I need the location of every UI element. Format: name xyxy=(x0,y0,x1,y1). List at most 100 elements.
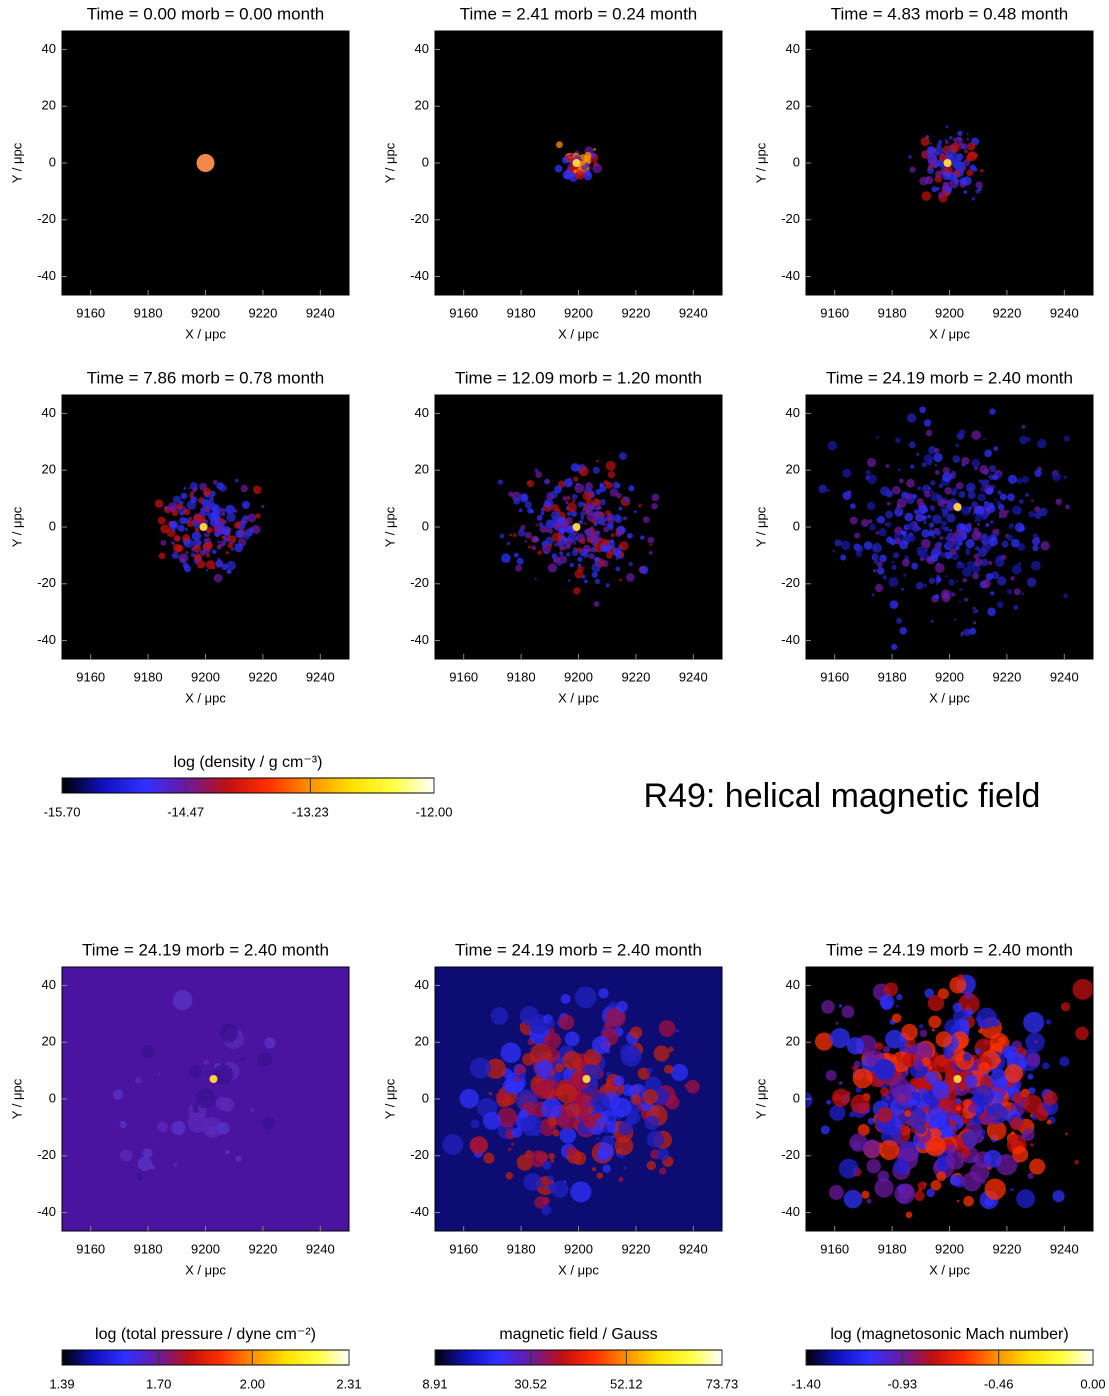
gas-blob xyxy=(941,509,949,517)
gas-blob xyxy=(896,498,907,508)
gas-blob xyxy=(616,492,622,499)
gas-blob xyxy=(940,589,951,600)
gas-blob xyxy=(942,466,950,475)
gas-blob xyxy=(1011,1131,1015,1135)
x-tick-label: 9180 xyxy=(878,1241,907,1256)
gas-blob xyxy=(570,169,574,172)
gas-blob xyxy=(171,551,180,560)
gas-blob xyxy=(1042,1062,1050,1070)
gas-blob xyxy=(651,502,658,510)
gas-blob xyxy=(629,1026,643,1039)
gas-blob xyxy=(1017,543,1026,552)
gas-blob xyxy=(234,543,243,553)
gas-blob xyxy=(172,990,193,1011)
gas-blob xyxy=(872,568,877,573)
gas-blob xyxy=(936,494,943,501)
gas-blob xyxy=(896,617,902,624)
core xyxy=(943,159,952,167)
gas-blob xyxy=(169,520,179,530)
gas-blob xyxy=(608,512,612,516)
x-tick-label: 9160 xyxy=(449,1241,478,1256)
gas-blob xyxy=(934,447,940,453)
gas-blob xyxy=(566,495,571,501)
gas-blob xyxy=(558,527,565,535)
image-content xyxy=(554,141,603,182)
gas-blob xyxy=(904,512,914,522)
gas-blob xyxy=(998,509,1008,519)
gas-blob xyxy=(554,485,562,494)
colorbar-label: log (density / g cm⁻³) xyxy=(174,754,323,771)
gas-blob xyxy=(960,633,963,637)
gas-blob xyxy=(520,1114,542,1136)
x-tick-label: 9240 xyxy=(1050,305,1079,320)
gas-blob xyxy=(200,549,203,553)
gas-blob xyxy=(995,1057,1002,1064)
gas-blob xyxy=(195,1088,216,1109)
gas-blob xyxy=(531,545,537,551)
gas-blob xyxy=(891,643,898,651)
x-tick-label: 9200 xyxy=(564,1241,593,1256)
gas-blob xyxy=(513,552,519,558)
gas-blob xyxy=(196,539,202,546)
gas-blob xyxy=(541,1205,552,1216)
gas-blob xyxy=(956,1106,962,1112)
gas-blob xyxy=(1065,1132,1068,1136)
gas-blob xyxy=(182,534,190,542)
gas-blob xyxy=(901,1023,918,1041)
gas-blob xyxy=(516,1154,533,1171)
gas-blob xyxy=(991,521,994,524)
gas-blob xyxy=(985,523,990,527)
gas-blob xyxy=(191,531,202,541)
gas-blob xyxy=(936,562,940,565)
gas-blob xyxy=(928,1066,933,1070)
gas-blob xyxy=(979,168,984,173)
y-tick-label: 40 xyxy=(42,977,56,992)
gas-blob xyxy=(992,474,999,481)
gas-blob xyxy=(1046,1119,1052,1125)
gas-blob xyxy=(547,1116,558,1127)
gas-blob xyxy=(588,505,594,511)
gas-blob xyxy=(160,524,170,534)
colorbar-tick-label: 1.39 xyxy=(49,1376,74,1391)
gas-blob xyxy=(547,507,551,511)
gas-blob xyxy=(981,1136,985,1140)
gas-blob xyxy=(596,1149,609,1162)
core xyxy=(953,503,962,511)
gas-blob xyxy=(573,542,577,545)
gas-blob xyxy=(616,1000,628,1013)
gas-blob xyxy=(591,563,601,573)
gas-blob xyxy=(591,1036,611,1055)
gas-blob xyxy=(584,151,592,160)
gas-blob xyxy=(557,480,566,488)
gas-blob xyxy=(1031,499,1034,502)
gas-blob xyxy=(207,537,210,541)
gas-blob xyxy=(1028,1087,1036,1095)
y-tick-label: 0 xyxy=(49,518,56,533)
gas-blob xyxy=(550,1159,555,1163)
x-tick-label: 9160 xyxy=(820,669,849,684)
gas-blob xyxy=(891,564,897,570)
gas-blob xyxy=(846,1037,865,1055)
y-tick-label: 20 xyxy=(415,98,429,113)
image-content xyxy=(497,452,660,607)
x-tick-label: 9220 xyxy=(621,305,650,320)
gas-blob xyxy=(901,558,910,567)
gas-blob xyxy=(526,479,535,488)
gas-blob xyxy=(195,519,201,525)
gas-blob xyxy=(540,511,545,516)
gas-blob xyxy=(974,520,977,523)
gas-blob xyxy=(250,1107,255,1112)
colorbar-tick-label: -15.70 xyxy=(44,804,81,819)
gas-blob xyxy=(935,576,942,583)
gas-blob xyxy=(228,535,237,544)
gas-blob xyxy=(619,541,629,551)
gas-blob xyxy=(965,547,971,553)
gas-blob xyxy=(966,137,970,141)
gas-blob xyxy=(529,1150,547,1168)
y-tick-label: 20 xyxy=(786,462,800,477)
gas-blob xyxy=(601,543,612,553)
gas-blob xyxy=(932,148,937,152)
gas-blob xyxy=(955,534,963,542)
gas-blob xyxy=(119,1121,127,1129)
gas-blob xyxy=(577,556,583,562)
